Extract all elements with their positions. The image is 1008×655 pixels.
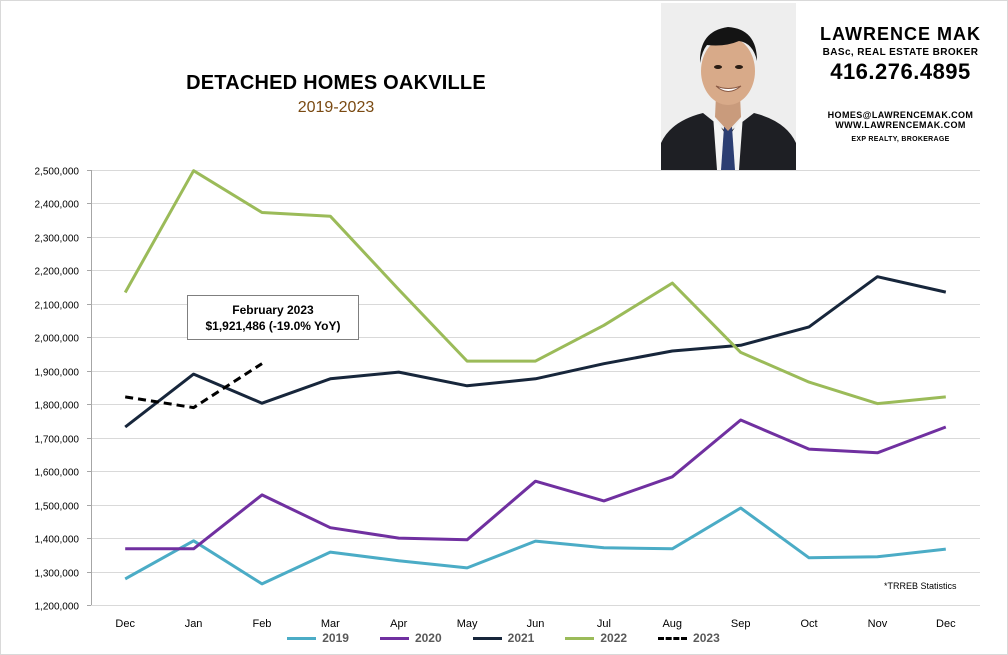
legend-item-2022: 2022 xyxy=(565,630,627,646)
agent-name: LAWRENCE MAK xyxy=(820,24,981,44)
x-tick-label: Feb xyxy=(252,618,271,630)
agent-role: BASc, REAL ESTATE BROKER xyxy=(822,47,979,58)
x-tick-label: Dec xyxy=(936,618,956,630)
series-line-2023 xyxy=(124,362,263,410)
legend-swatch xyxy=(658,636,688,640)
y-tick-label: 1,500,000 xyxy=(35,502,80,513)
y-tick-label: 2,500,000 xyxy=(35,167,80,178)
agent-photo xyxy=(661,3,796,170)
x-tick-label: May xyxy=(457,618,478,630)
legend-item-2021: 2021 xyxy=(472,630,535,646)
y-tick-label: 1,900,000 xyxy=(35,368,80,379)
chart-subtitle: 2019-2023 xyxy=(297,99,375,116)
legend-label: 2020 xyxy=(414,631,442,645)
x-tick-label: Oct xyxy=(800,618,817,630)
x-tick-label: Sep xyxy=(731,618,751,630)
legend-item-2020: 2020 xyxy=(379,630,442,646)
y-tick-label: 2,100,000 xyxy=(35,301,80,312)
x-tick-label: Jan xyxy=(185,618,203,630)
y-tick-label: 2,300,000 xyxy=(35,234,80,245)
feb-2023-callout: February 2023 $1,921,486 (-19.0% YoY) xyxy=(187,295,359,340)
agent-phone: 416.276.4895 xyxy=(830,59,971,84)
legend-swatch xyxy=(565,636,595,640)
callout-line-1: February 2023 xyxy=(232,303,314,317)
legend-label: 2019 xyxy=(322,631,349,645)
legend-item-2019: 2019 xyxy=(287,630,349,646)
series-line-2021 xyxy=(124,275,947,429)
x-tick-label: Nov xyxy=(868,618,888,630)
x-tick-label: Jun xyxy=(527,618,545,630)
agent-brokerage: EXP REALTY, BROKERAGE xyxy=(851,136,950,143)
series-line-2022 xyxy=(123,169,946,406)
y-tick-label: 1,600,000 xyxy=(35,468,80,479)
y-tick-label: 1,700,000 xyxy=(35,435,80,446)
series-lines xyxy=(123,169,947,586)
chart-legend: 2019 2020 2021 2022 2023 xyxy=(0,630,1008,646)
source-note: *TRREB Statistics xyxy=(884,581,957,591)
x-tick-label: Mar xyxy=(321,618,340,630)
y-tick-label: 1,800,000 xyxy=(35,401,80,412)
agent-website: WWW.LAWRENCEMAK.COM xyxy=(835,120,966,130)
legend-label: 2022 xyxy=(600,631,628,645)
x-tick-label: Dec xyxy=(115,618,135,630)
y-tick-label: 1,400,000 xyxy=(35,535,80,546)
y-tick-label: 2,200,000 xyxy=(35,267,80,278)
legend-swatch xyxy=(379,636,409,640)
y-tick-label: 1,300,000 xyxy=(35,569,80,580)
x-tick-label: Apr xyxy=(390,618,407,630)
y-tick-label: 2,000,000 xyxy=(35,334,80,345)
x-tick-label: Jul xyxy=(597,618,611,630)
legend-swatch xyxy=(472,636,502,640)
series-line-2020 xyxy=(125,418,947,551)
y-tick-label: 1,200,000 xyxy=(35,602,80,613)
agent-email: HOMES@LAWRENCEMAK.COM xyxy=(827,110,974,120)
axes: 1,200,000 1,300,000 1,400,000 1,500,000 1,60… xyxy=(35,167,957,631)
y-tick-label: 2,400,000 xyxy=(35,200,80,211)
agent-contact-block: LAWRENCE MAK BASc, REAL ESTATE BROKER 41… xyxy=(808,22,993,143)
legend-item-2023: 2023 xyxy=(658,630,720,646)
legend-label: 2021 xyxy=(507,631,535,645)
x-tick-label: Aug xyxy=(662,618,682,630)
callout-line-2: $1,921,486 (-19.0% YoY) xyxy=(205,319,341,333)
series-line-2019 xyxy=(124,506,946,586)
chart-title: DETACHED HOMES OAKVILLE xyxy=(186,72,486,94)
legend-swatch xyxy=(287,636,317,640)
legend-label: 2023 xyxy=(693,631,720,645)
